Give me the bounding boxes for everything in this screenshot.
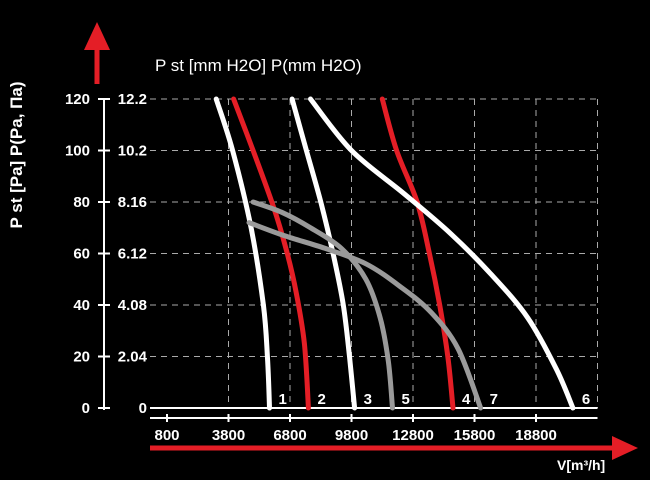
curve-label-7: 7 (490, 391, 498, 408)
x-tick-label: 18800 (515, 427, 557, 444)
curve-6 (308, 96, 576, 411)
x-tick-label: 15800 (454, 427, 496, 444)
curve-label-1: 1 (279, 391, 287, 408)
x-tick-label: 12800 (392, 427, 434, 444)
y-tick-label-pa: 100 (65, 143, 90, 160)
y-tick-label-mm: 2.04 (118, 349, 148, 366)
y-tick-label-mm: 0 (139, 400, 147, 417)
x-axis-title: V[m³/h] (557, 457, 605, 473)
x-tick-label: 6800 (273, 427, 306, 444)
y-tick-label-mm: 12.2 (118, 91, 147, 108)
curve-label-6: 6 (582, 391, 590, 408)
x-tick-label: 9800 (335, 427, 368, 444)
y-tick-label-mm: 10.2 (118, 143, 147, 160)
curve-label-3: 3 (364, 391, 372, 408)
curve-4 (379, 96, 456, 411)
curve-label-2: 2 (317, 391, 325, 408)
curve-7 (246, 220, 484, 411)
curves (213, 96, 576, 411)
y-axis-arrow (84, 22, 110, 84)
y-tick-label-mm: 4.08 (118, 297, 147, 314)
y-tick-labels: 0 0 20 2.04 40 4.08 60 6.12 80 8.16 100 10.2 120 12.2 (65, 91, 148, 417)
y-axis-title-pa: P st [Pa] P(Pa, Па) (7, 81, 26, 228)
curve-1 (213, 96, 272, 411)
curve-2 (231, 96, 311, 411)
grid (150, 98, 598, 408)
curve-label-5: 5 (402, 391, 410, 408)
y-tick-label-pa: 60 (73, 246, 90, 263)
y-tick-label-pa: 40 (73, 297, 90, 314)
y-tick-label-pa: 80 (73, 194, 90, 211)
y-tick-label-pa: 20 (73, 349, 90, 366)
curve-label-4: 4 (462, 391, 471, 408)
y-axis-title-mm: P st [mm H2O] P(mm H2O) (155, 56, 362, 75)
curve-labels: 1 2 3 4 5 6 7 (279, 391, 591, 408)
x-axis-arrow (150, 436, 638, 460)
y-tick-label-mm: 8.16 (118, 194, 147, 211)
curve-5 (250, 199, 395, 411)
y-tick-label-pa: 120 (65, 91, 90, 108)
y-tick-label-mm: 6.12 (118, 246, 147, 263)
x-tick-label: 800 (154, 427, 179, 444)
x-tick-labels: 800 3800 6800 9800 12800 15800 18800 (154, 414, 557, 444)
x-tick-label: 3800 (212, 427, 245, 444)
y-tick-label-pa: 0 (82, 400, 90, 417)
